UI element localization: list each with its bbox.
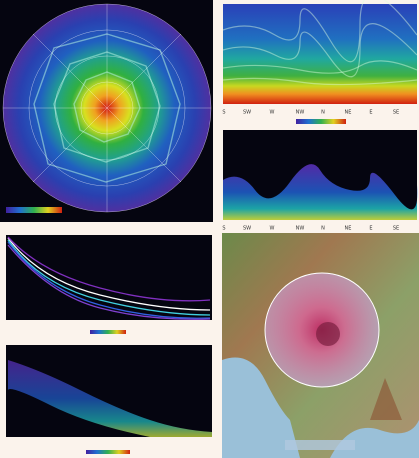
map-legend <box>285 440 355 450</box>
composite: S SW W NW N NE E SE S SW W NW N NE E SE <box>0 0 419 458</box>
panorama-top <box>223 4 417 104</box>
direction-label: W <box>270 226 275 232</box>
panorama-colorbar <box>296 119 346 124</box>
direction-label: E <box>369 110 372 116</box>
direction-label: NE <box>345 110 352 116</box>
direction-label: SW <box>243 110 251 116</box>
polar-colorbar <box>6 207 62 213</box>
direction-label: S <box>222 226 225 232</box>
summit <box>316 322 340 346</box>
direction-label: SW <box>243 226 251 232</box>
direction-label: NW <box>296 226 305 232</box>
direction-label: N <box>321 110 325 116</box>
polar-grid <box>3 4 211 212</box>
direction-label: NW <box>296 110 305 116</box>
direction-label: NE <box>345 226 352 232</box>
direction-label: SE <box>393 226 399 232</box>
page: {"panorama": {"directions": ["S", "SW", … <box>0 0 419 458</box>
direction-label: E <box>369 226 372 232</box>
direction-label: SE <box>393 110 399 116</box>
direction-label: N <box>321 226 325 232</box>
direction-label: W <box>270 110 275 116</box>
direction-label: S <box>222 110 225 116</box>
scatter-colorbar <box>86 450 130 454</box>
profile-colorbar <box>90 330 126 334</box>
